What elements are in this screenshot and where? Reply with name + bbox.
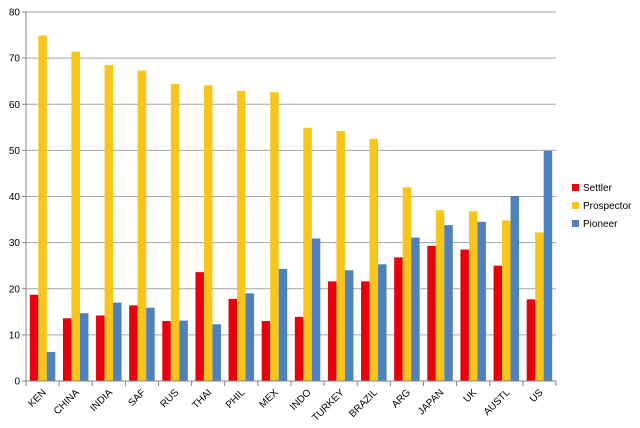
bar-settler-turkey	[327, 281, 337, 381]
bar-pioneer-mex	[278, 268, 288, 381]
bar-pioneer-us	[543, 150, 553, 381]
bar-prospector-ken	[38, 35, 47, 382]
bar-prospector-us	[535, 232, 544, 381]
bar-settler-saf	[129, 305, 138, 381]
bar-pioneer-brazil	[378, 264, 387, 381]
bar-prospector-indo	[303, 127, 312, 382]
bar-prospector-rus	[170, 83, 180, 381]
legend-swatch-prospector	[572, 202, 579, 209]
bar-pioneer-austl	[510, 196, 520, 381]
bar-pioneer-uk	[477, 221, 486, 381]
bar-settler-arg	[394, 257, 403, 381]
legend-swatch-settler	[572, 184, 579, 191]
bar-settler-brazil	[361, 281, 370, 381]
legend-label-settler: Settler	[583, 183, 613, 194]
bar-settler-rus	[162, 321, 171, 381]
bar-settler-china	[62, 318, 72, 381]
bar-prospector-turkey	[336, 131, 345, 381]
bar-settler-uk	[460, 249, 469, 381]
bar-settler-mex	[261, 321, 271, 381]
bar-prospector-arg	[402, 187, 412, 381]
y-tick-label: 80	[9, 8, 21, 19]
bar-settler-austl	[493, 265, 503, 381]
y-tick-label: 0	[14, 377, 20, 388]
bar-settler-indo	[294, 316, 304, 381]
bar-pioneer-indo	[311, 238, 321, 381]
legend: Settler Prospector Pioneer	[572, 183, 632, 230]
y-tick-label: 70	[9, 54, 21, 65]
bar-pioneer-turkey	[344, 270, 354, 381]
axes	[22, 11, 557, 386]
bar-pioneer-china	[79, 313, 89, 381]
bar-settler-phil	[228, 298, 238, 381]
bar-prospector-saf	[137, 70, 147, 382]
bar-pioneer-ken	[46, 351, 56, 381]
legend-label-prospector: Prospector	[583, 201, 632, 212]
legend-swatch-pioneer	[572, 220, 579, 227]
bar-settler-ken	[29, 294, 39, 381]
bar-pioneer-thai	[212, 324, 221, 381]
bar-prospector-austl	[502, 220, 511, 381]
bar-pioneer-arg	[411, 237, 420, 381]
y-tick-label: 10	[9, 330, 21, 341]
bar-pioneer-japan	[444, 225, 453, 381]
bar-settler-japan	[427, 245, 436, 381]
y-tick-label: 20	[9, 284, 21, 295]
bar-pioneer-india	[113, 302, 122, 381]
bar-pioneer-phil	[245, 293, 255, 381]
bar-prospector-mex	[270, 92, 279, 381]
legend-label-pioneer: Pioneer	[583, 219, 618, 230]
bar-prospector-uk	[468, 211, 478, 381]
bar-prospector-japan	[435, 210, 445, 381]
bar-prospector-thai	[203, 85, 213, 382]
bars	[29, 35, 553, 382]
bar-settler-india	[96, 315, 105, 381]
y-tick-label: 60	[9, 100, 21, 111]
bar-settler-thai	[195, 272, 204, 381]
bar-prospector-phil	[237, 90, 246, 381]
y-axis-tick-labels: 0 10 20 30 40 50 60 70 80	[9, 8, 21, 388]
bar-prospector-china	[71, 51, 80, 381]
bar-pioneer-saf	[146, 307, 155, 381]
y-tick-label: 50	[9, 146, 21, 157]
bar-prospector-brazil	[369, 138, 379, 381]
y-tick-label: 40	[9, 192, 21, 203]
bar-pioneer-rus	[179, 320, 188, 381]
bar-prospector-india	[104, 65, 114, 381]
bar-settler-us	[526, 299, 536, 381]
y-tick-label: 30	[9, 238, 21, 249]
